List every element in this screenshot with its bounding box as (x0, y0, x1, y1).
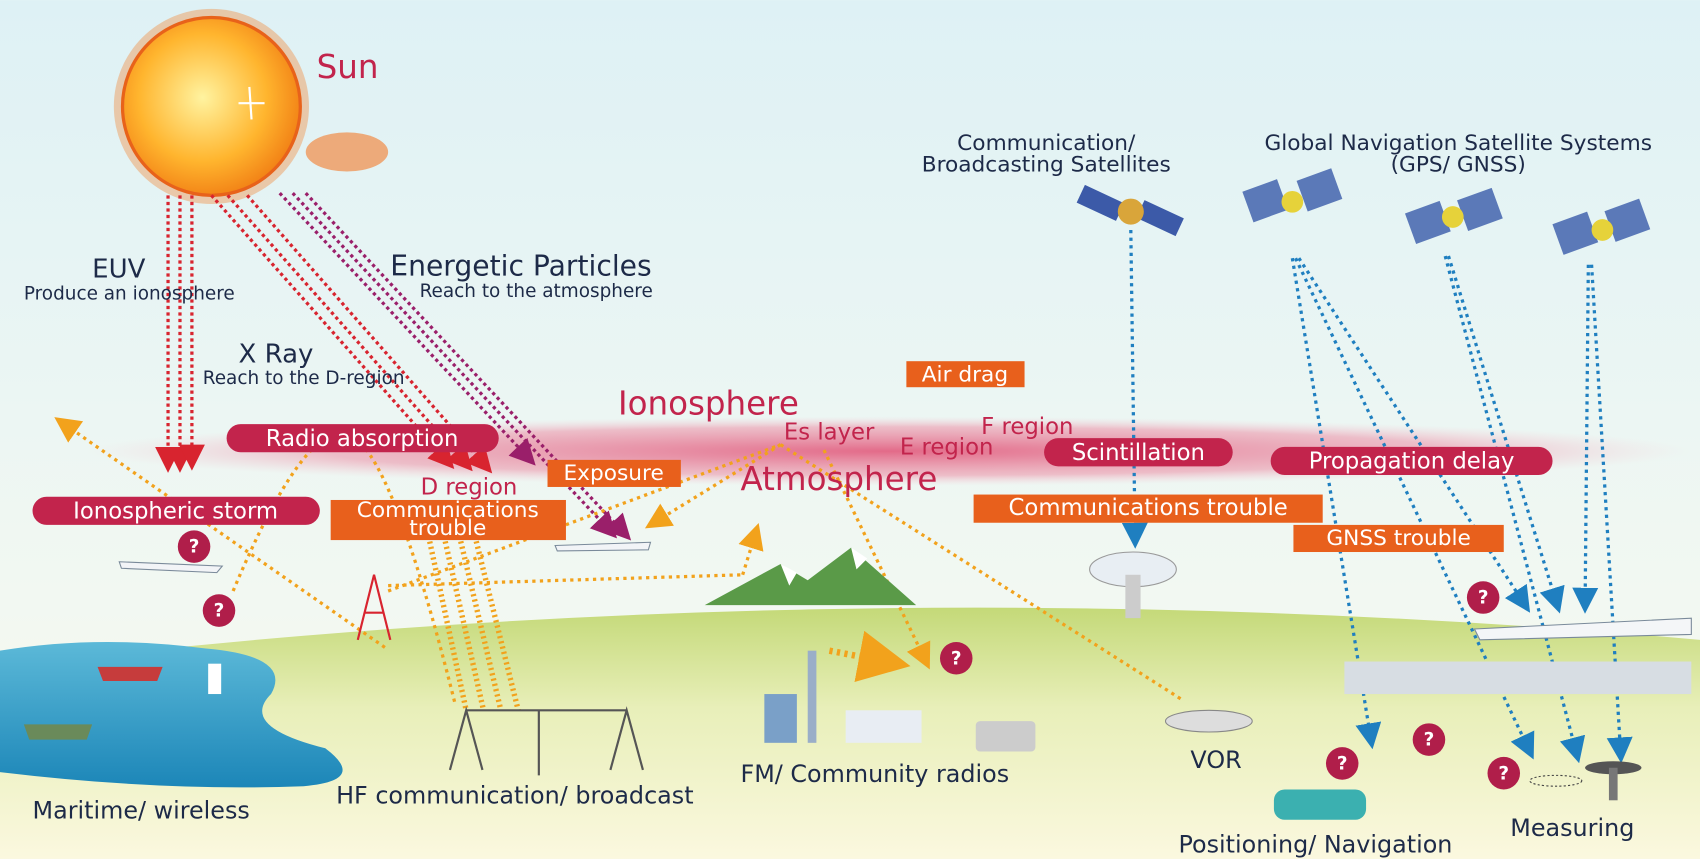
euv-note: Produce an ionosphere (24, 283, 235, 304)
badge-propagation-delay: Propagation delay (1271, 447, 1553, 475)
badge-text: Ionospheric storm (73, 498, 278, 524)
badge-gnss-trouble: GNSS trouble (1293, 525, 1503, 552)
gnss-label: (GPS/ GNSS) (1391, 152, 1526, 177)
euv-title: EUV (92, 255, 145, 285)
badge-text: Propagation delay (1309, 449, 1515, 475)
d-region-label: D region (421, 475, 518, 501)
badge-text: Exposure (563, 461, 663, 486)
space-weather-diagram: Sun EUV Produce an ionosphere X Ray Reac… (0, 0, 1700, 859)
xray-note: Reach to the D-region (203, 368, 405, 389)
badge-text: trouble (409, 516, 486, 541)
es-layer-label: Es layer (784, 419, 875, 445)
sun-label: Sun (317, 48, 379, 86)
badge-text: Air drag (922, 362, 1008, 387)
xray-title: X Ray (239, 339, 314, 369)
maritime-label: Maritime/ wireless (33, 797, 250, 825)
fm-label: FM/ Community radios (740, 760, 1009, 788)
question-mark: ? (1424, 730, 1435, 751)
badge-text: Radio absorption (266, 426, 459, 452)
page: Sun EUV Produce an ionosphere X Ray Reac… (0, 0, 1700, 859)
badge-scintillation: Scintillation (1044, 438, 1233, 466)
f-region-label: F region (981, 414, 1073, 440)
question-mark: ? (951, 648, 962, 669)
question-mark: ? (1337, 754, 1348, 775)
particles-note: Reach to the atmosphere (420, 281, 653, 302)
badge-text: Scintillation (1072, 440, 1205, 466)
badge-radio-absorption: Radio absorption (227, 424, 499, 452)
measuring-label: Measuring (1510, 814, 1634, 842)
particles-title: Energetic Particles (390, 250, 651, 283)
positioning-label: Positioning/ Navigation (1179, 830, 1453, 858)
comm-sat-label: Broadcasting Satellites (922, 152, 1171, 177)
badge-air-drag: Air drag (906, 361, 1024, 387)
ionosphere-label: Ionosphere (618, 384, 799, 422)
question-mark: ? (1498, 763, 1509, 784)
question-mark: ? (189, 537, 200, 558)
question-mark: ? (1478, 588, 1489, 609)
vor-label: VOR (1190, 746, 1241, 774)
question-mark: ? (214, 601, 225, 622)
hf-label: HF communication/ broadcast (336, 782, 693, 810)
badge-text: GNSS trouble (1326, 526, 1470, 551)
atmosphere-label: Atmosphere (740, 460, 937, 498)
car (1274, 789, 1366, 819)
badge-text: Communications trouble (1009, 495, 1288, 521)
badge-ionospheric-storm: Ionospheric storm (33, 497, 320, 525)
badge-exposure: Exposure (548, 460, 681, 487)
vor (1165, 710, 1252, 732)
badge-satellite-trouble: Communications trouble (974, 495, 1323, 523)
e-region-label: E region (900, 434, 994, 460)
